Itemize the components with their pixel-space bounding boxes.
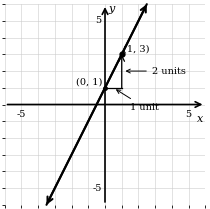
Text: 5: 5 bbox=[186, 110, 192, 119]
Text: y: y bbox=[108, 4, 114, 14]
Text: 5: 5 bbox=[96, 16, 102, 25]
Text: -5: -5 bbox=[17, 110, 26, 119]
Text: -5: -5 bbox=[92, 184, 102, 193]
Text: (1, 3): (1, 3) bbox=[123, 45, 150, 54]
Text: x: x bbox=[197, 114, 203, 124]
Text: 1 unit: 1 unit bbox=[117, 90, 159, 112]
Text: (0, 1): (0, 1) bbox=[76, 77, 102, 86]
Text: 2 units: 2 units bbox=[126, 66, 186, 76]
